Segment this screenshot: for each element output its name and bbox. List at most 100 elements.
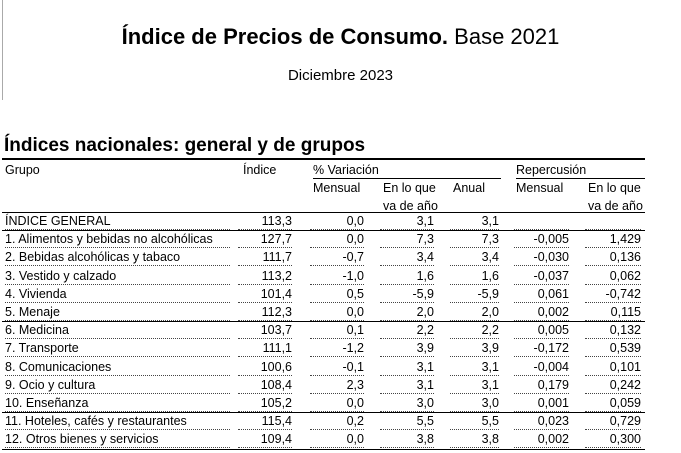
cell-value: 1,6 [380, 269, 434, 285]
sub-header: En lo que [383, 181, 436, 195]
sub-header: En lo que [588, 181, 641, 195]
row-label: 8. Comunicaciones [5, 360, 230, 376]
row-rule [2, 212, 645, 213]
cell-value: 0,0 [310, 214, 364, 230]
group-header: Grupo [5, 163, 40, 177]
row-label: 10. Enseñanza [5, 396, 230, 412]
cell-value: 0,059 [585, 396, 641, 412]
cell-value: -0,030 [514, 250, 569, 267]
cell-value: 3,0 [450, 396, 499, 412]
cell-value: 113,3 [238, 214, 292, 230]
group-header: Repercusión [516, 163, 587, 177]
cell-value: 0,0 [310, 432, 364, 449]
cell-value: -0,172 [514, 341, 569, 358]
title-bold: Índice de Precios de Consumo. [121, 24, 449, 49]
cell-value: 0,539 [585, 341, 641, 358]
cell-value: 115,4 [238, 414, 292, 431]
cell-value: 0,2 [310, 414, 364, 431]
section-rule [2, 158, 645, 160]
left-border [2, 0, 3, 100]
cell-value: 0,062 [585, 269, 641, 285]
row-label: 1. Alimentos y bebidas no alcohólicas [5, 232, 230, 249]
cell-value: 113,2 [238, 269, 292, 285]
cell-value: -0,004 [514, 360, 569, 376]
section-title: Índices nacionales: general y de grupos [4, 135, 366, 156]
cell-value: 3,1 [380, 360, 434, 376]
cell-value: -1,2 [310, 341, 364, 358]
cell-value: 7,3 [380, 232, 434, 249]
cell-value: 105,2 [238, 396, 292, 412]
cell-value: -1,0 [310, 269, 364, 285]
cell-value: 0,023 [514, 414, 569, 431]
cell-value: 3,1 [450, 360, 499, 376]
cell-value: 112,3 [238, 305, 292, 321]
row-rule [2, 412, 645, 414]
cell-value: 0,132 [585, 323, 641, 340]
repercusion-rule [516, 178, 645, 179]
cell-value: 127,7 [238, 232, 292, 249]
cell-value: 3,4 [450, 250, 499, 267]
cell-value: 5,5 [380, 414, 434, 431]
row-rule [2, 448, 645, 450]
sub-header: va de año [383, 199, 438, 213]
cell-value: 0,005 [514, 323, 569, 340]
cell-value: 3,8 [450, 432, 499, 449]
cell-value: 7,3 [450, 232, 499, 249]
cell-value: 3,8 [380, 432, 434, 449]
cell-value: 0,179 [514, 378, 569, 394]
cell-value: 111,7 [238, 250, 292, 267]
cell-value: 0,300 [585, 432, 641, 449]
cell-value: 1,6 [450, 269, 499, 285]
cell-value: 0,101 [585, 360, 641, 376]
cell-value: -0,7 [310, 250, 364, 267]
sub-header: Mensual [313, 181, 361, 195]
group-header: % Variación [313, 163, 379, 177]
variacion-rule [313, 178, 501, 179]
cell-value [585, 214, 641, 230]
cell-value: 0,0 [310, 232, 364, 249]
cell-value: -0,037 [514, 269, 569, 285]
cell-value: 101,4 [238, 287, 292, 303]
group-header: Índice [243, 163, 277, 177]
cell-value: 2,2 [450, 323, 499, 340]
cell-value: 1,429 [585, 232, 641, 249]
cell-value: 0,729 [585, 414, 641, 431]
cell-value: 2,0 [450, 305, 499, 321]
sub-header: Anual [453, 181, 485, 195]
cell-value: -0,1 [310, 360, 364, 376]
cell-value: 109,4 [238, 432, 292, 449]
cell-value: 3,1 [380, 214, 434, 230]
cell-value: 3,1 [380, 378, 434, 394]
cell-value: 3,0 [380, 396, 434, 412]
cell-value: 3,9 [380, 341, 434, 358]
sub-header: va de año [588, 199, 643, 213]
row-label: 9. Ocio y cultura [5, 378, 230, 394]
cell-value: -0,005 [514, 232, 569, 249]
cell-value [514, 214, 569, 230]
row-label: ÍNDICE GENERAL [5, 214, 230, 230]
cell-value: 3,4 [380, 250, 434, 267]
cell-value: 2,0 [380, 305, 434, 321]
cell-value: 3,9 [450, 341, 499, 358]
cell-value: 0,002 [514, 432, 569, 449]
row-label: 6. Medicina [5, 323, 230, 340]
row-rule [2, 321, 645, 323]
cell-value: 5,5 [450, 414, 499, 431]
cell-value: 2,3 [310, 378, 364, 394]
cell-value: 3,1 [450, 378, 499, 394]
row-rule [2, 230, 645, 232]
cell-value: 0,136 [585, 250, 641, 267]
cell-value: -0,742 [585, 287, 641, 303]
cell-value: 3,1 [450, 214, 499, 230]
row-label: 7. Transporte [5, 341, 230, 358]
title-rest: Base 2021 [454, 24, 560, 49]
cell-value: 111,1 [238, 341, 292, 358]
cell-value: 0,5 [310, 287, 364, 303]
title: Índice de Precios de Consumo. Base 2021 [0, 24, 681, 50]
cell-value: 0,1 [310, 323, 364, 340]
cell-value: 0,0 [310, 396, 364, 412]
cell-value: 0,061 [514, 287, 569, 303]
cell-value: 0,002 [514, 305, 569, 321]
cell-value: 0,115 [585, 305, 641, 321]
cell-value: 0,242 [585, 378, 641, 394]
